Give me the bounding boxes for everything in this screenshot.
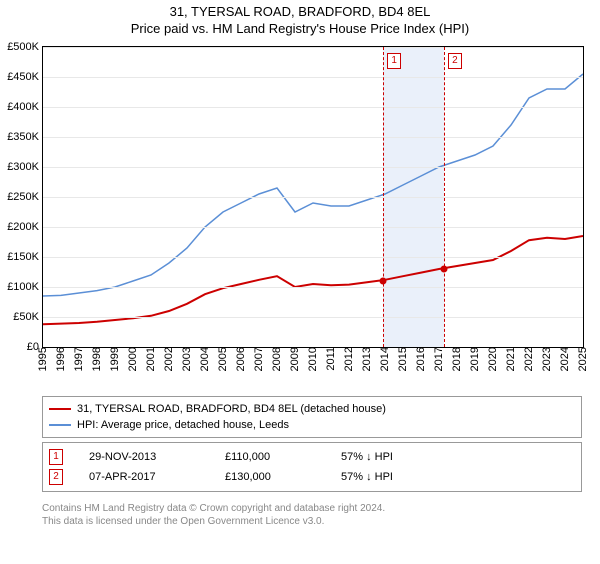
- transactions-table: 1 29-NOV-2013 £110,000 57% ↓ HPI 2 07-APR-201…: [42, 442, 582, 492]
- x-axis-label: 2023: [541, 347, 553, 375]
- x-axis-label: 1995: [37, 347, 49, 375]
- x-axis-label: 2009: [289, 347, 301, 375]
- marker-line: [383, 47, 384, 347]
- x-axis-label: 1997: [73, 347, 85, 375]
- transaction-price: £130,000: [225, 471, 315, 483]
- legend-swatch: [49, 408, 71, 410]
- x-axis-label: 2008: [271, 347, 283, 375]
- x-axis-label: 2019: [469, 347, 481, 375]
- legend-item: 31, TYERSAL ROAD, BRADFORD, BD4 8EL (det…: [49, 401, 575, 417]
- plot-area: £0£50K£100K£150K£200K£250K£300K£350K£400…: [42, 46, 584, 348]
- legend-label: HPI: Average price, detached house, Leed…: [77, 419, 289, 431]
- x-axis-label: 1998: [91, 347, 103, 375]
- marker-point: [380, 278, 387, 285]
- x-axis-label: 2004: [199, 347, 211, 375]
- x-axis-label: 2024: [559, 347, 571, 375]
- grid-line-h: [43, 107, 583, 108]
- grid-line-h: [43, 47, 583, 48]
- y-axis-label: £50K: [13, 311, 43, 323]
- legend-label: 31, TYERSAL ROAD, BRADFORD, BD4 8EL (det…: [77, 403, 386, 415]
- x-axis-label: 2007: [253, 347, 265, 375]
- y-axis-label: £150K: [7, 251, 43, 263]
- x-axis-label: 2013: [361, 347, 373, 375]
- series-line-property: [43, 236, 583, 324]
- marker-line: [444, 47, 445, 347]
- marker-box: 2: [448, 53, 462, 69]
- grid-line-h: [43, 227, 583, 228]
- chart-title-subtitle: Price paid vs. HM Land Registry's House …: [0, 21, 600, 36]
- x-axis-label: 1999: [109, 347, 121, 375]
- transaction-price: £110,000: [225, 451, 315, 463]
- x-axis-label: 1996: [55, 347, 67, 375]
- grid-line-h: [43, 77, 583, 78]
- x-axis-label: 2010: [307, 347, 319, 375]
- y-axis-label: £300K: [7, 161, 43, 173]
- x-axis-label: 2021: [505, 347, 517, 375]
- x-axis-label: 2001: [145, 347, 157, 375]
- transaction-date: 07-APR-2017: [89, 471, 199, 483]
- attribution-line1: Contains HM Land Registry data © Crown c…: [42, 502, 385, 515]
- grid-line-h: [43, 317, 583, 318]
- x-axis-label: 2018: [451, 347, 463, 375]
- x-axis-label: 2006: [235, 347, 247, 375]
- transaction-delta: 57% ↓ HPI: [341, 451, 393, 463]
- x-axis-label: 2015: [397, 347, 409, 375]
- y-axis-label: £100K: [7, 281, 43, 293]
- transaction-marker: 2: [49, 469, 63, 485]
- grid-line-h: [43, 197, 583, 198]
- grid-line-h: [43, 167, 583, 168]
- x-axis-label: 2002: [163, 347, 175, 375]
- grid-line-h: [43, 257, 583, 258]
- y-axis-label: £400K: [7, 101, 43, 113]
- attribution-line2: This data is licensed under the Open Gov…: [42, 515, 385, 528]
- grid-line-h: [43, 287, 583, 288]
- x-axis-label: 2005: [217, 347, 229, 375]
- x-axis-label: 2025: [577, 347, 589, 375]
- transaction-row: 2 07-APR-2017 £130,000 57% ↓ HPI: [49, 467, 575, 487]
- legend-box: 31, TYERSAL ROAD, BRADFORD, BD4 8EL (det…: [42, 396, 582, 438]
- chart-title-address: 31, TYERSAL ROAD, BRADFORD, BD4 8EL: [0, 4, 600, 19]
- y-axis-label: £350K: [7, 131, 43, 143]
- chart-container: 31, TYERSAL ROAD, BRADFORD, BD4 8EL Pric…: [0, 4, 600, 564]
- x-axis-label: 2022: [523, 347, 535, 375]
- x-axis-label: 2011: [325, 347, 337, 375]
- y-axis-label: £200K: [7, 221, 43, 233]
- x-axis-label: 2012: [343, 347, 355, 375]
- grid-line-h: [43, 137, 583, 138]
- legend-swatch: [49, 424, 71, 426]
- transaction-row: 1 29-NOV-2013 £110,000 57% ↓ HPI: [49, 447, 575, 467]
- x-axis-label: 2003: [181, 347, 193, 375]
- attribution-text: Contains HM Land Registry data © Crown c…: [42, 502, 385, 528]
- transaction-delta: 57% ↓ HPI: [341, 471, 393, 483]
- x-axis-label: 2000: [127, 347, 139, 375]
- transaction-date: 29-NOV-2013: [89, 451, 199, 463]
- marker-point: [440, 266, 447, 273]
- legend-item: HPI: Average price, detached house, Leed…: [49, 417, 575, 433]
- marker-box: 1: [387, 53, 401, 69]
- x-axis-label: 2017: [433, 347, 445, 375]
- y-axis-label: £500K: [7, 41, 43, 53]
- x-axis-label: 2014: [379, 347, 391, 375]
- x-axis-label: 2020: [487, 347, 499, 375]
- transaction-marker: 1: [49, 449, 63, 465]
- x-axis-label: 2016: [415, 347, 427, 375]
- y-axis-label: £250K: [7, 191, 43, 203]
- y-axis-label: £450K: [7, 71, 43, 83]
